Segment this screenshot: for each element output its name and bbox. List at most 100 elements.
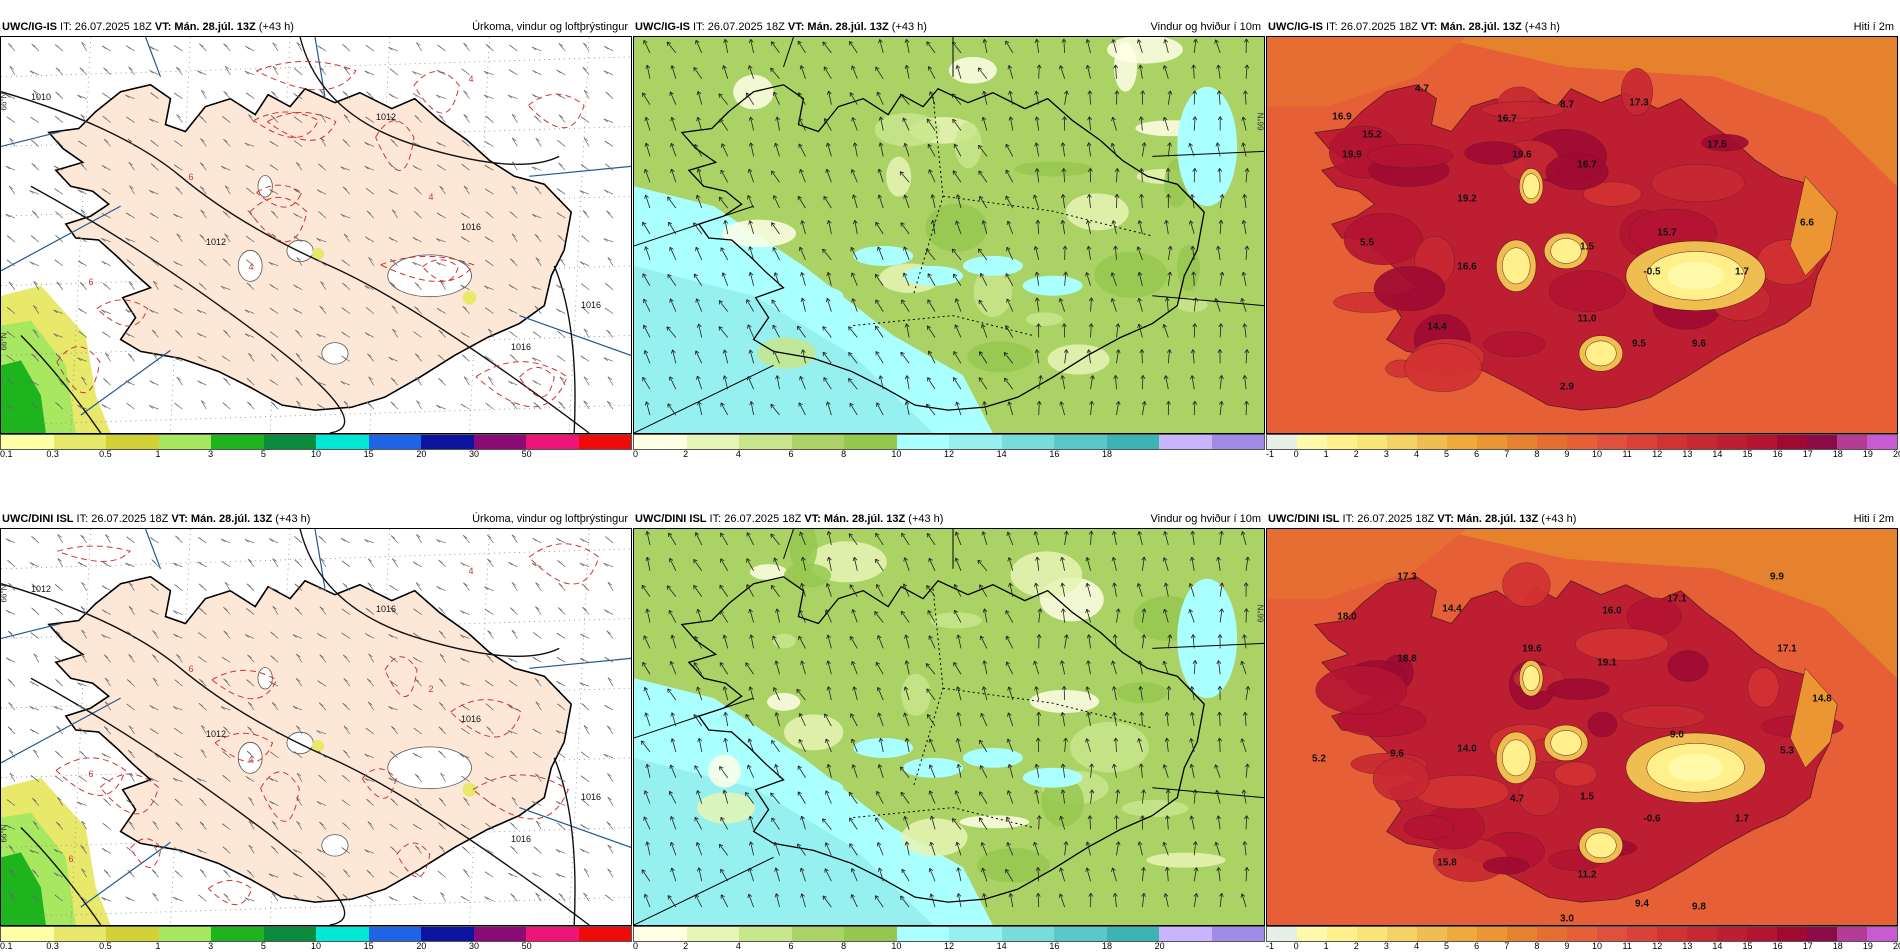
glacier (388, 747, 472, 789)
temperature-label: -0.5 (1643, 267, 1660, 278)
colorbar-swatch (54, 927, 107, 941)
colorbar-swatch (1447, 435, 1477, 449)
wind-patch (963, 748, 1023, 768)
glacier-temp (1551, 238, 1582, 263)
colorbar-swatch (1627, 435, 1657, 449)
temperature-label: 16.9 (1332, 112, 1351, 123)
colorbar-swatch (1212, 435, 1265, 449)
wind-patch (875, 113, 940, 146)
lead-time: (+43 h) (908, 513, 943, 525)
temp-contour (1547, 679, 1609, 700)
glacier-temp (1502, 248, 1530, 284)
colorbar-swatch (369, 927, 422, 941)
field-title: Hiti í 2m (1854, 21, 1894, 33)
colorbar-tick-label: 16 (1773, 449, 1783, 459)
colorbar-swatch (949, 927, 1002, 941)
latitude-label: 66°N (0, 825, 8, 843)
model-name: UWC/IG-IS (635, 21, 690, 33)
it-value: 26.07.2025 18Z (1341, 21, 1421, 33)
colorbar-tick-label: 1 (1324, 449, 1329, 459)
colorbar: -101234567891011121314151617181920 (1266, 926, 1898, 952)
colorbar-swatch (897, 435, 950, 449)
colorbar-tick-label: 14 (997, 449, 1007, 459)
vt-label: VT: (171, 513, 191, 525)
colorbar-tick-label: 20 (1893, 449, 1900, 459)
wind-patch (1023, 276, 1083, 296)
field-title: Úrkoma, vindur og loftþrýstingur (472, 513, 628, 525)
wind-patch (960, 815, 1030, 828)
colorbar-swatch (1687, 927, 1717, 941)
precip-contour-label: 6 (88, 277, 93, 287)
colorbar-swatch (1159, 435, 1212, 449)
temp-contour (1519, 778, 1561, 816)
colorbar-swatch (474, 927, 527, 941)
colorbar-tick-label: 0.5 (99, 449, 112, 459)
it-label: IT: (690, 21, 708, 33)
isobar-label: 1010 (31, 92, 51, 102)
it-value: 26.07.2025 18Z (1357, 513, 1437, 525)
colorbar-swatches (0, 926, 632, 942)
temperature-label: 9.6 (1692, 339, 1706, 350)
panel-header: UWC/IG-IS IT: 26.07.2025 18Z VT: Mán. 28… (0, 0, 632, 36)
temp-contour (1668, 651, 1708, 682)
it-label: IT: (1340, 513, 1358, 525)
vt-label: VT: (804, 513, 824, 525)
wind-patch (1014, 162, 1093, 177)
colorbar-tick-label: 10 (891, 449, 901, 459)
temp-contour (1373, 757, 1429, 801)
map-panel-temp: UWC/DINI ISL IT: 26.07.2025 18Z VT: Mán.… (1266, 492, 1898, 952)
colorbar-swatch (579, 435, 632, 449)
vt-value: Mán. 28.júl. 13Z (807, 21, 891, 33)
colorbar-swatch (1002, 435, 1055, 449)
colorbar-swatch (1387, 435, 1417, 449)
glacier-temp (1668, 754, 1724, 782)
wind-patch (784, 778, 844, 798)
wind-patch (1117, 682, 1168, 703)
temperature-label: 14.4 (1442, 604, 1461, 615)
colorbar-swatch (634, 927, 687, 941)
colorbar-tick-label: 30 (469, 449, 479, 459)
temperature-label: 4.7 (1510, 794, 1524, 805)
colorbar-swatch (1507, 435, 1537, 449)
temp-contour (1575, 628, 1668, 660)
colorbar-tick-label: 5 (261, 449, 266, 459)
temperature-label: 16.6 (1457, 262, 1476, 273)
glacier-temp (1586, 833, 1617, 858)
colorbar-tick-label: 3 (208, 449, 213, 459)
temperature-label: 1.5 (1580, 242, 1594, 253)
glacier-temp (1523, 174, 1540, 199)
colorbar-swatch (1107, 435, 1160, 449)
glacier-temp (1551, 730, 1582, 755)
colorbar-swatch (1807, 435, 1837, 449)
temp-contour (1554, 762, 1597, 786)
panel-header: UWC/DINI ISL IT: 26.07.2025 18Z VT: Mán.… (0, 492, 632, 528)
temp-contour (1549, 271, 1625, 312)
wind-patch (902, 818, 968, 856)
panel-header: UWC/IG-IS IT: 26.07.2025 18Z VT: Mán. 28… (1266, 0, 1898, 36)
temperature-label: 17.1 (1667, 594, 1686, 605)
colorbar-tick-label: 12 (1652, 449, 1662, 459)
isobar-label: 1012 (206, 237, 226, 247)
latitude-label: 66°N (1257, 605, 1265, 623)
colorbar-tick-label: 15 (1743, 449, 1753, 459)
colorbar-tick-label: 12 (944, 449, 954, 459)
isobar-label: 1012 (31, 584, 51, 594)
colorbar-tick-label: 17 (1803, 449, 1813, 459)
temp-contour (1621, 705, 1705, 728)
map-panel-temp: UWC/IG-IS IT: 26.07.2025 18Z VT: Mán. 28… (1266, 0, 1898, 460)
temperature-label: 15.8 (1437, 858, 1456, 869)
colorbar-swatch (1567, 435, 1597, 449)
colorbar-swatch (526, 927, 579, 941)
colorbar-swatch (159, 435, 212, 449)
colorbar-swatch (579, 927, 632, 941)
colorbar-swatch (1, 927, 54, 941)
temp-contour (1374, 266, 1445, 310)
colorbar-tick-label: 5 (1444, 449, 1449, 459)
lead-time: (+43 h) (259, 21, 294, 33)
colorbar-tick-label: 2 (1354, 449, 1359, 459)
colorbar-tick-label: 50 (522, 449, 532, 459)
temperature-label: 1.7 (1735, 814, 1749, 825)
